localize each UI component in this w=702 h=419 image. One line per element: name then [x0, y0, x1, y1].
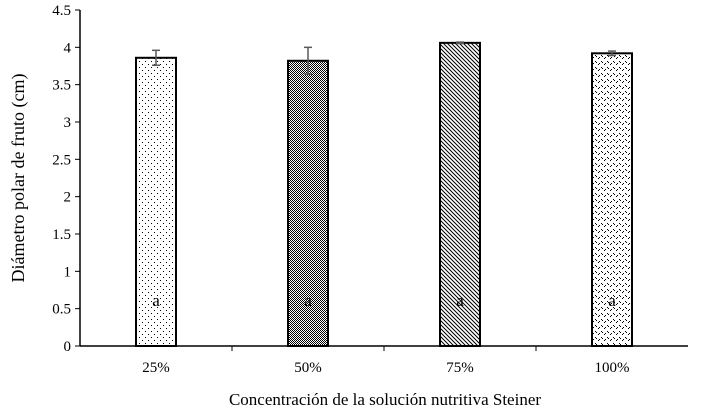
y-axis-label: Diámetro polar de fruto (cm)	[8, 74, 29, 283]
significance-label: a	[152, 291, 160, 310]
x-tick-label: 75%	[446, 360, 474, 376]
x-tick-label: 100%	[595, 360, 630, 376]
x-tick-label: 50%	[294, 360, 322, 376]
y-tick-label: 0.5	[52, 302, 71, 318]
significance-label: a	[608, 291, 616, 310]
bar	[135, 56, 177, 348]
y-tick-label: 1	[64, 264, 72, 280]
y-tick-label: 2.5	[52, 152, 71, 168]
significance-label: a	[304, 291, 312, 310]
y-tick-label: 3	[64, 115, 72, 131]
y-tick-label: 0	[64, 339, 72, 355]
x-tick-label: 25%	[142, 360, 170, 376]
y-tick-label: 2	[64, 190, 72, 206]
y-tick-label: 4	[64, 40, 72, 56]
y-tick-label: 4.5	[52, 3, 71, 19]
x-axis-label: Concentración de la solución nutritiva S…	[229, 390, 541, 409]
y-tick-label: 1.5	[52, 227, 71, 243]
significance-label: a	[456, 291, 464, 310]
y-tick-label: 3.5	[52, 78, 71, 94]
